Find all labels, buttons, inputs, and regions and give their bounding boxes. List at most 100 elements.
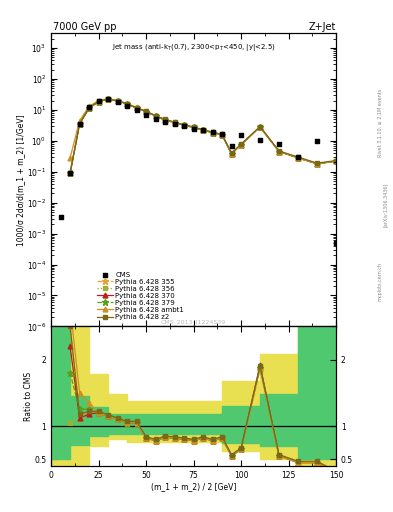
Pythia 6.428 355: [210, 130, 215, 136]
Pythia 6.428 z2: [96, 98, 101, 104]
Pythia 6.428 ambt1: [229, 151, 234, 157]
CMS: [228, 141, 235, 150]
Pythia 6.428 356: [277, 148, 281, 155]
Pythia 6.428 355: [153, 113, 158, 119]
Pythia 6.428 355: [144, 109, 149, 115]
Line: Pythia 6.428 370: Pythia 6.428 370: [68, 97, 338, 176]
Pythia 6.428 379: [277, 148, 281, 155]
Pythia 6.428 370: [153, 113, 158, 119]
Pythia 6.428 370: [229, 151, 234, 157]
CMS: [257, 136, 263, 144]
Pythia 6.428 355: [172, 119, 177, 125]
Pythia 6.428 356: [134, 105, 139, 111]
Pythia 6.428 z2: [277, 148, 281, 154]
Pythia 6.428 ambt1: [201, 127, 206, 133]
Pythia 6.428 z2: [229, 150, 234, 156]
Line: Pythia 6.428 356: Pythia 6.428 356: [68, 97, 338, 176]
Pythia 6.428 z2: [144, 108, 149, 114]
Pythia 6.428 370: [191, 124, 196, 131]
Pythia 6.428 355: [134, 105, 139, 111]
Pythia 6.428 370: [144, 109, 149, 115]
Pythia 6.428 355: [296, 155, 300, 161]
Pythia 6.428 356: [210, 130, 215, 136]
Pythia 6.428 379: [210, 130, 215, 136]
Pythia 6.428 379: [229, 151, 234, 157]
Pythia 6.428 ambt1: [96, 97, 101, 103]
Pythia 6.428 z2: [106, 96, 110, 102]
Pythia 6.428 356: [296, 155, 300, 161]
Pythia 6.428 356: [182, 122, 186, 129]
Pythia 6.428 356: [334, 158, 338, 164]
Pythia 6.428 z2: [220, 132, 224, 138]
Text: CMS_2013_I1224539: CMS_2013_I1224539: [161, 319, 226, 325]
Pythia 6.428 379: [182, 122, 186, 129]
Text: 7000 GeV pp: 7000 GeV pp: [53, 22, 117, 32]
Pythia 6.428 370: [210, 130, 215, 136]
Pythia 6.428 379: [153, 113, 158, 119]
Pythia 6.428 355: [315, 161, 320, 167]
Pythia 6.428 379: [201, 127, 206, 133]
Pythia 6.428 370: [315, 161, 320, 167]
Pythia 6.428 370: [125, 101, 129, 107]
Pythia 6.428 370: [172, 119, 177, 125]
Pythia 6.428 355: [220, 132, 224, 138]
CMS: [276, 140, 282, 148]
Pythia 6.428 370: [201, 127, 206, 133]
Text: Jet mass (anti-k$_\mathregular{T}$(0.7), 2300<p$_\mathregular{T}$<450, |y|<2.5): Jet mass (anti-k$_\mathregular{T}$(0.7),…: [112, 42, 275, 53]
Pythia 6.428 z2: [191, 124, 196, 130]
Pythia 6.428 z2: [182, 122, 186, 128]
Pythia 6.428 ambt1: [296, 155, 300, 161]
CMS: [86, 103, 92, 112]
Pythia 6.428 356: [191, 124, 196, 131]
Pythia 6.428 370: [220, 132, 224, 138]
CMS: [105, 95, 111, 103]
Pythia 6.428 ambt1: [334, 158, 338, 164]
Pythia 6.428 355: [191, 124, 196, 131]
Pythia 6.428 370: [68, 170, 72, 176]
Pythia 6.428 z2: [125, 101, 129, 107]
CMS: [57, 212, 64, 221]
Pythia 6.428 355: [68, 170, 72, 176]
Pythia 6.428 370: [296, 155, 300, 161]
Pythia 6.428 356: [172, 119, 177, 125]
Pythia 6.428 379: [106, 96, 110, 102]
Pythia 6.428 356: [201, 127, 206, 133]
Pythia 6.428 ambt1: [144, 108, 149, 114]
CMS: [200, 126, 206, 134]
CMS: [171, 120, 178, 128]
Pythia 6.428 355: [239, 142, 243, 148]
Pythia 6.428 z2: [153, 113, 158, 119]
Pythia 6.428 z2: [77, 120, 82, 126]
Pythia 6.428 ambt1: [239, 142, 243, 148]
Text: mcplots.cern.ch: mcplots.cern.ch: [378, 262, 383, 301]
Pythia 6.428 355: [77, 121, 82, 127]
Pythia 6.428 379: [125, 101, 129, 107]
Pythia 6.428 379: [315, 161, 320, 167]
Pythia 6.428 356: [163, 117, 167, 123]
Pythia 6.428 ambt1: [134, 104, 139, 111]
Pythia 6.428 ambt1: [163, 117, 167, 123]
Pythia 6.428 379: [163, 117, 167, 123]
Y-axis label: Ratio to CMS: Ratio to CMS: [24, 372, 33, 421]
Pythia 6.428 355: [115, 98, 120, 104]
Pythia 6.428 379: [115, 98, 120, 104]
Pythia 6.428 355: [96, 98, 101, 104]
Line: Pythia 6.428 355: Pythia 6.428 355: [67, 96, 339, 176]
Pythia 6.428 355: [163, 117, 167, 123]
Pythia 6.428 z2: [68, 170, 72, 176]
Pythia 6.428 356: [106, 96, 110, 102]
Pythia 6.428 379: [144, 109, 149, 115]
Pythia 6.428 370: [96, 98, 101, 104]
Pythia 6.428 379: [191, 124, 196, 131]
Pythia 6.428 ambt1: [68, 155, 72, 161]
Pythia 6.428 ambt1: [172, 119, 177, 125]
Pythia 6.428 379: [96, 98, 101, 104]
Pythia 6.428 356: [115, 98, 120, 104]
Pythia 6.428 z2: [210, 129, 215, 135]
Pythia 6.428 356: [77, 121, 82, 127]
CMS: [181, 122, 187, 130]
Y-axis label: 1000/σ 2dσ/d(m_1 + m_2) [1/GeV]: 1000/σ 2dσ/d(m_1 + m_2) [1/GeV]: [17, 114, 26, 246]
Pythia 6.428 ambt1: [182, 122, 186, 128]
Pythia 6.428 370: [239, 142, 243, 148]
Pythia 6.428 356: [315, 161, 320, 167]
